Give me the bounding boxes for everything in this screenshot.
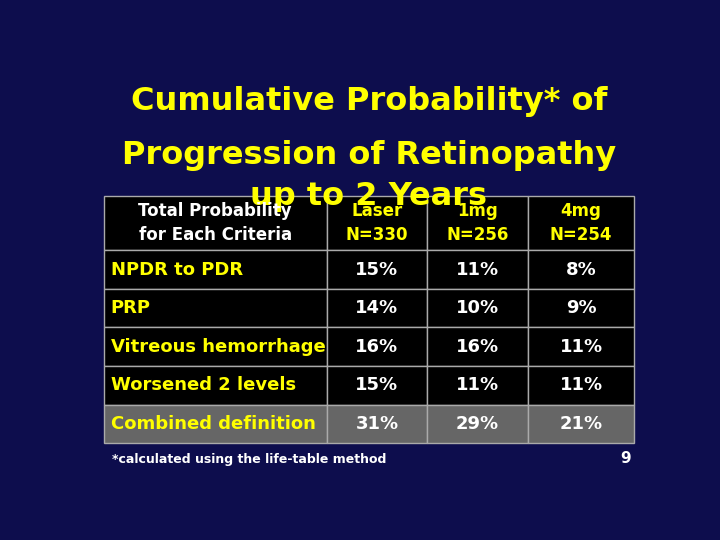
Bar: [528, 289, 634, 327]
Bar: [528, 196, 634, 250]
Bar: [427, 327, 528, 366]
Text: 16%: 16%: [356, 338, 398, 356]
Text: Total Probability
for Each Criteria: Total Probability for Each Criteria: [138, 202, 292, 244]
Bar: [427, 289, 528, 327]
Text: 31%: 31%: [356, 415, 398, 433]
Text: Worsened 2 levels: Worsened 2 levels: [111, 376, 296, 394]
Bar: [104, 404, 327, 443]
Text: Progression of Retinopathy: Progression of Retinopathy: [122, 140, 616, 171]
Text: 1mg
N=256: 1mg N=256: [446, 202, 509, 244]
Text: Combined definition: Combined definition: [111, 415, 315, 433]
Text: up to 2 Years: up to 2 Years: [251, 181, 487, 212]
Bar: [104, 327, 327, 366]
Text: 14%: 14%: [356, 299, 398, 317]
Text: 10%: 10%: [456, 299, 499, 317]
Text: 11%: 11%: [559, 376, 603, 394]
Bar: [327, 366, 427, 404]
Text: NPDR to PDR: NPDR to PDR: [111, 260, 243, 279]
Text: 15%: 15%: [356, 260, 398, 279]
Text: Cumulative Probability* of: Cumulative Probability* of: [131, 85, 607, 117]
Bar: [327, 404, 427, 443]
Text: 11%: 11%: [456, 260, 499, 279]
Bar: [427, 404, 528, 443]
Text: 4mg
N=254: 4mg N=254: [550, 202, 612, 244]
Bar: [327, 289, 427, 327]
Text: Laser
N=330: Laser N=330: [346, 202, 408, 244]
Bar: [327, 196, 427, 250]
Text: 29%: 29%: [456, 415, 499, 433]
Bar: [327, 327, 427, 366]
Text: Vitreous hemorrhage: Vitreous hemorrhage: [111, 338, 325, 356]
Text: 11%: 11%: [456, 376, 499, 394]
Text: 9: 9: [621, 451, 631, 466]
Text: *calculated using the life-table method: *calculated using the life-table method: [112, 453, 387, 466]
Bar: [528, 366, 634, 404]
Text: 8%: 8%: [566, 260, 596, 279]
Bar: [528, 327, 634, 366]
Bar: [427, 250, 528, 289]
Bar: [104, 366, 327, 404]
Text: 21%: 21%: [559, 415, 603, 433]
Bar: [104, 289, 327, 327]
Text: PRP: PRP: [111, 299, 150, 317]
Bar: [327, 250, 427, 289]
Bar: [528, 250, 634, 289]
Bar: [104, 196, 327, 250]
Bar: [427, 366, 528, 404]
Text: 11%: 11%: [559, 338, 603, 356]
Bar: [528, 404, 634, 443]
Bar: [104, 250, 327, 289]
Text: 16%: 16%: [456, 338, 499, 356]
Text: 9%: 9%: [566, 299, 596, 317]
Bar: [427, 196, 528, 250]
Text: 15%: 15%: [356, 376, 398, 394]
